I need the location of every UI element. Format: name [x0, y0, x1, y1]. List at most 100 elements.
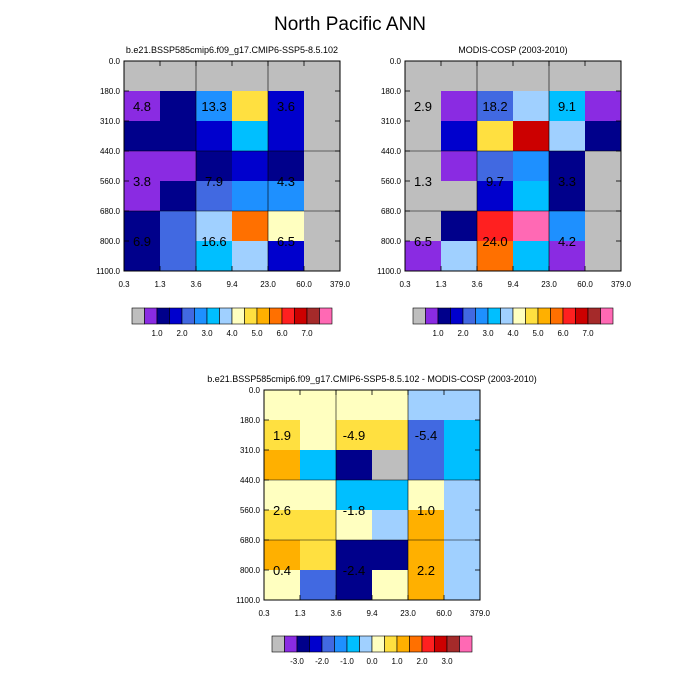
cell-annotation: 16.6 — [201, 234, 226, 249]
heatmap-cell — [441, 91, 478, 122]
colorbar-swatch — [371, 635, 385, 653]
colorbar: 1.0 2.0 3.0 4.0 5.0 6.0 7.0 — [131, 307, 333, 338]
colorbar-swatch — [425, 307, 439, 325]
heatmap-cell — [264, 420, 301, 451]
colorbar-swatch — [446, 635, 460, 653]
heatmap-cell — [405, 181, 442, 212]
colorbar-label: 5.0 — [532, 329, 544, 338]
heatmap-cell — [160, 61, 197, 92]
colorbar-swatch — [450, 307, 464, 325]
heatmap-cell — [124, 91, 161, 122]
heatmap-cell — [585, 61, 622, 92]
heatmap-cell — [372, 480, 409, 511]
heatmap-cell — [264, 570, 301, 601]
cell-annotation: 2.9 — [414, 99, 432, 114]
x-tick-label: 3.6 — [471, 280, 483, 289]
colorbar-label: 1.0 — [151, 329, 163, 338]
y-tick-label: 680.0 — [100, 207, 121, 216]
colorbar-label: 2.0 — [457, 329, 469, 338]
colorbar-swatch — [475, 307, 489, 325]
colorbar-swatch — [169, 307, 183, 325]
heatmap-cell — [477, 241, 514, 272]
cell-annotation: -1.8 — [343, 503, 365, 518]
colorbar-swatch — [309, 635, 323, 653]
colorbar-swatch — [587, 307, 601, 325]
panel-title: b.e21.BSSP585cmip6.f09_g17.CMIP6-SSP5-8.… — [207, 374, 537, 384]
colorbar-swatch — [206, 307, 220, 325]
colorbar-swatch — [144, 307, 158, 325]
x-tick-label: 1.3 — [435, 280, 447, 289]
heatmap-cell — [441, 151, 478, 182]
y-tick-label: 310.0 — [240, 446, 261, 455]
colorbar-label: 3.0 — [201, 329, 213, 338]
colorbar-swatch — [459, 635, 473, 653]
heatmap-cell — [196, 151, 233, 182]
colorbar-swatch — [319, 307, 333, 325]
heatmap-cell — [585, 151, 622, 182]
heatmap-panel-obs: MODIS-COSP (2003-2010) 0.0 180.0 310.0 440.0… — [377, 45, 631, 338]
colorbar-swatch — [284, 635, 298, 653]
heatmap-cell — [268, 211, 305, 242]
colorbar-swatch — [412, 307, 426, 325]
heatmap-cell — [304, 121, 341, 152]
heatmap-cell — [160, 91, 197, 122]
colorbar-label: 6.0 — [276, 329, 288, 338]
colorbar-swatch — [437, 307, 451, 325]
x-tick-label: 23.0 — [541, 280, 557, 289]
colorbar-label: 7.0 — [301, 329, 313, 338]
heatmap-cell — [232, 211, 269, 242]
heatmap-cell — [372, 510, 409, 541]
heatmap-cell — [300, 540, 337, 571]
heatmap-cell — [304, 241, 341, 272]
heatmap-cell — [264, 480, 301, 511]
y-tick-label: 440.0 — [240, 476, 261, 485]
heatmap-cell — [264, 510, 301, 541]
heatmap-cell — [549, 151, 586, 182]
heatmap-cell — [336, 450, 373, 481]
heatmap-cell — [372, 450, 409, 481]
x-tick-label: 3.6 — [330, 609, 342, 618]
y-tick-label: 0.0 — [249, 386, 261, 395]
y-tick-label: 1100.0 — [236, 596, 260, 605]
x-tick-label: 379.0 — [611, 280, 632, 289]
colorbar-label: 6.0 — [557, 329, 569, 338]
heatmap-cell — [549, 181, 586, 212]
x-tick-label: 0.3 — [118, 280, 130, 289]
cell-annotation: -2.4 — [343, 563, 365, 578]
heatmap-cell — [372, 390, 409, 421]
heatmap-cell — [477, 211, 514, 242]
cell-annotation: 3.6 — [277, 99, 295, 114]
x-tick-label: 60.0 — [296, 280, 312, 289]
cell-annotation: 3.3 — [558, 174, 576, 189]
heatmap-cell — [160, 211, 197, 242]
colorbar-swatch — [359, 635, 373, 653]
y-tick-label: 440.0 — [381, 147, 402, 156]
y-tick-label: 310.0 — [381, 117, 402, 126]
colorbar-label: 5.0 — [251, 329, 263, 338]
heatmap-cell — [232, 61, 269, 92]
heatmap-cell — [549, 61, 586, 92]
y-tick-label: 1100.0 — [377, 267, 401, 276]
heatmap-cell — [444, 420, 481, 451]
heatmap-cell — [408, 540, 445, 571]
heatmap-cell — [300, 570, 337, 601]
heatmap-cell — [336, 510, 373, 541]
colorbar-label: 4.0 — [226, 329, 238, 338]
heatmap-cell — [549, 211, 586, 242]
colorbar-swatch — [600, 307, 614, 325]
colorbar-swatch — [384, 635, 398, 653]
heatmap-cell — [124, 61, 161, 92]
heatmap-cell — [336, 570, 373, 601]
heatmap-cell — [408, 570, 445, 601]
cell-annotation: 6.5 — [414, 234, 432, 249]
heatmap-cell — [160, 151, 197, 182]
heatmap-cell — [585, 181, 622, 212]
heatmap-cell — [264, 450, 301, 481]
heatmap-cell — [160, 121, 197, 152]
heatmap-cell — [268, 151, 305, 182]
cell-annotation: 6.5 — [277, 234, 295, 249]
colorbar-swatch — [396, 635, 410, 653]
heatmap-panel-model: b.e21.BSSP585cmip6.f09_g17.CMIP6-SSP5-8.… — [96, 45, 350, 338]
colorbar-swatch — [434, 635, 448, 653]
